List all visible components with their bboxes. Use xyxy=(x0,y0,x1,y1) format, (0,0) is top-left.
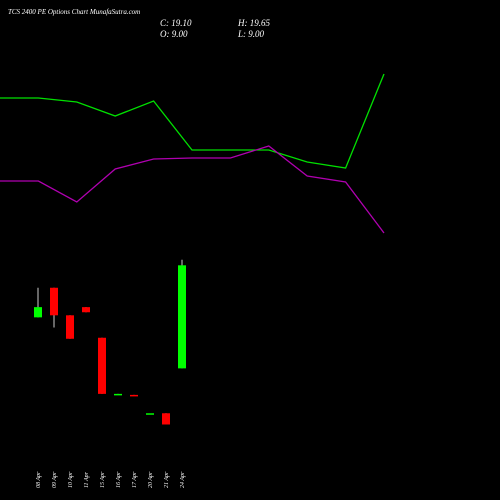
indicator-line xyxy=(0,145,385,234)
candle-body xyxy=(114,393,122,396)
chart-title: TCS 2400 PE Options Chart MunafaSutra.co… xyxy=(8,8,140,16)
candle-body xyxy=(82,307,90,313)
high-label: H: 19.65 xyxy=(237,18,270,28)
x-tick-label: 24 Apr xyxy=(179,471,186,488)
candle-body xyxy=(130,394,138,397)
x-tick-label: 08 Apr xyxy=(36,471,42,488)
candle-body xyxy=(34,307,42,318)
x-tick-label: 10 Apr xyxy=(68,471,74,488)
open-label: O: 9.00 xyxy=(160,29,188,39)
candle-body xyxy=(162,413,170,425)
x-tick-label: 09 Apr xyxy=(52,471,58,488)
candle-body xyxy=(98,337,106,394)
candle-body xyxy=(146,413,154,415)
candle-body xyxy=(66,315,74,339)
x-tick-label: 21 Apr xyxy=(164,471,170,488)
candle-body xyxy=(178,265,186,369)
x-tick-label: 17 Apr xyxy=(132,471,138,488)
close-label: C: 19.10 xyxy=(160,18,192,28)
x-tick-label: 15 Apr xyxy=(100,471,106,488)
indicator-line xyxy=(0,73,385,169)
x-tick-label: 11 Apr xyxy=(84,471,90,488)
x-tick-label: 20 Apr xyxy=(148,471,154,488)
low-label: L: 9.00 xyxy=(237,29,265,39)
x-tick-label: 16 Apr xyxy=(116,471,122,488)
candle-body xyxy=(50,287,58,316)
